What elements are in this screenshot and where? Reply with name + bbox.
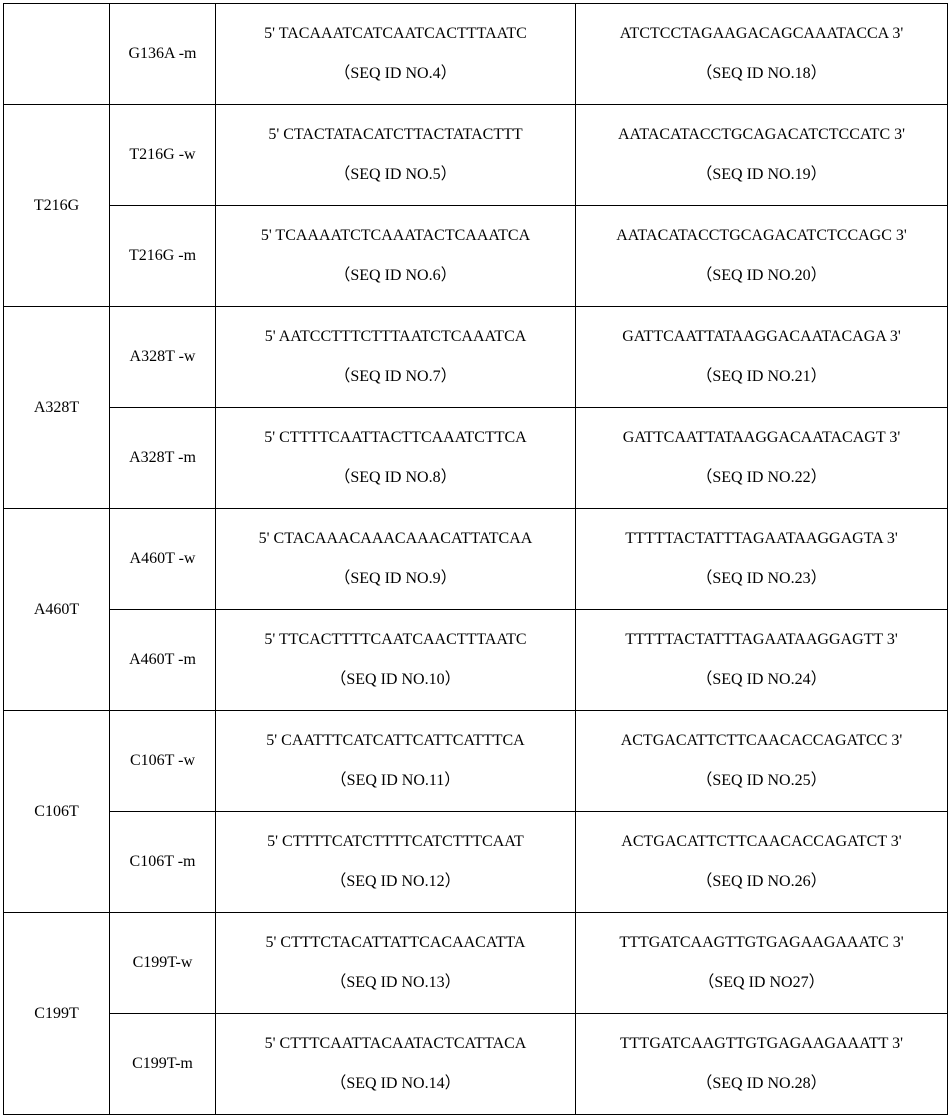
group-cell: A328T xyxy=(4,307,110,509)
group-cell: T216G xyxy=(4,105,110,307)
forward-primer-cell: 5' CTTTTCAATTACTTCAAATCTTCA（SEQ ID NO.8） xyxy=(216,408,576,509)
table-row: G136A -m5' TACAAATCATCAATCACTTTAATC（SEQ … xyxy=(4,4,948,105)
forward-primer-cell: 5' TTCACTTTTCAATCAACTTTAATC（SEQ ID NO.10… xyxy=(216,610,576,711)
table-row: T216G -m5' TCAAAATCTCAAATACTCAAATCA（SEQ … xyxy=(4,206,948,307)
reverse-seq-id: （SEQ ID NO.21） xyxy=(580,357,943,397)
reverse-primer-cell: ATCTCCTAGAAGACAGCAAATACCA 3'（SEQ ID NO.1… xyxy=(576,4,948,105)
reverse-seq-id: （SEQ ID NO.26） xyxy=(580,862,943,902)
forward-seq: 5' CTACAAACAAACAAACATTATCAA xyxy=(220,519,571,559)
reverse-seq-id: （SEQ ID NO.20） xyxy=(580,256,943,296)
variant-cell: C106T -m xyxy=(110,812,216,913)
reverse-seq-id: （SEQ ID NO.23） xyxy=(580,559,943,599)
group-cell: C106T xyxy=(4,711,110,913)
table-row: A460TA460T -w5' CTACAAACAAACAAACATTATCAA… xyxy=(4,509,948,610)
table-row: C106TC106T -w5' CAATTTCATCATTCATTCATTTCA… xyxy=(4,711,948,812)
table-row: T216GT216G -w5' CTACTATACATCTTACTATACTTT… xyxy=(4,105,948,206)
forward-primer-cell: 5' CTACTATACATCTTACTATACTTT（SEQ ID NO.5） xyxy=(216,105,576,206)
reverse-seq-id: （SEQ ID NO27） xyxy=(580,963,943,1003)
table-row: A328T -m5' CTTTTCAATTACTTCAAATCTTCA（SEQ … xyxy=(4,408,948,509)
reverse-primer-cell: TTTGATCAAGTTGTGAGAAGAAATT 3'（SEQ ID NO.2… xyxy=(576,1014,948,1115)
forward-seq: 5' CTTTTCAATTACTTCAAATCTTCA xyxy=(220,418,571,458)
forward-primer-cell: 5' CAATTTCATCATTCATTCATTTCA（SEQ ID NO.11… xyxy=(216,711,576,812)
table-row: C106T -m5' CTTTTCATCTTTTCATCTTTCAAT（SEQ … xyxy=(4,812,948,913)
reverse-seq: ATCTCCTAGAAGACAGCAAATACCA 3' xyxy=(580,14,943,54)
reverse-seq: ACTGACATTCTTCAACACCAGATCT 3' xyxy=(580,822,943,862)
group-cell: C199T xyxy=(4,913,110,1115)
forward-seq: 5' CTTTTCATCTTTTCATCTTTCAAT xyxy=(220,822,571,862)
reverse-seq: GATTCAATTATAAGGACAATACAGT 3' xyxy=(580,418,943,458)
reverse-seq: AATACATACCTGCAGACATCTCCAGC 3' xyxy=(580,216,943,256)
reverse-seq-id: （SEQ ID NO.28） xyxy=(580,1064,943,1104)
forward-seq-id: （SEQ ID NO.12） xyxy=(220,862,571,902)
forward-seq-id: （SEQ ID NO.8） xyxy=(220,458,571,498)
forward-seq: 5' CAATTTCATCATTCATTCATTTCA xyxy=(220,721,571,761)
forward-primer-cell: 5' AATCCTTTCTTTAATCTCAAATCA（SEQ ID NO.7） xyxy=(216,307,576,408)
reverse-primer-cell: TTTTTACTATTTAGAATAAGGAGTA 3'（SEQ ID NO.2… xyxy=(576,509,948,610)
forward-seq: 5' CTTTCAATTACAATACTCATTACA xyxy=(220,1024,571,1064)
forward-seq: 5' TACAAATCATCAATCACTTTAATC xyxy=(220,14,571,54)
reverse-primer-cell: GATTCAATTATAAGGACAATACAGA 3'（SEQ ID NO.2… xyxy=(576,307,948,408)
forward-seq: 5' TTCACTTTTCAATCAACTTTAATC xyxy=(220,620,571,660)
variant-cell: G136A -m xyxy=(110,4,216,105)
forward-seq-id: （SEQ ID NO.13） xyxy=(220,963,571,1003)
reverse-seq: ACTGACATTCTTCAACACCAGATCC 3' xyxy=(580,721,943,761)
reverse-primer-cell: TTTGATCAAGTTGTGAGAAGAAATC 3'（SEQ ID NO27… xyxy=(576,913,948,1014)
forward-primer-cell: 5' TACAAATCATCAATCACTTTAATC（SEQ ID NO.4） xyxy=(216,4,576,105)
reverse-seq: GATTCAATTATAAGGACAATACAGA 3' xyxy=(580,317,943,357)
reverse-primer-cell: AATACATACCTGCAGACATCTCCATC 3'（SEQ ID NO.… xyxy=(576,105,948,206)
variant-cell: A460T -w xyxy=(110,509,216,610)
table-row: A328TA328T -w5' AATCCTTTCTTTAATCTCAAATCA… xyxy=(4,307,948,408)
forward-seq-id: （SEQ ID NO.11） xyxy=(220,761,571,801)
forward-seq-id: （SEQ ID NO.10） xyxy=(220,660,571,700)
reverse-seq-id: （SEQ ID NO.19） xyxy=(580,155,943,195)
forward-primer-cell: 5' CTACAAACAAACAAACATTATCAA（SEQ ID NO.9） xyxy=(216,509,576,610)
variant-cell: A460T -m xyxy=(110,610,216,711)
forward-primer-cell: 5' CTTTCAATTACAATACTCATTACA（SEQ ID NO.14… xyxy=(216,1014,576,1115)
forward-seq-id: （SEQ ID NO.6） xyxy=(220,256,571,296)
forward-primer-cell: 5' CTTTCTACATTATTCACAACATTA（SEQ ID NO.13… xyxy=(216,913,576,1014)
variant-cell: A328T -m xyxy=(110,408,216,509)
forward-seq: 5' CTTTCTACATTATTCACAACATTA xyxy=(220,923,571,963)
table-row: C199T-m5' CTTTCAATTACAATACTCATTACA（SEQ I… xyxy=(4,1014,948,1115)
reverse-seq-id: （SEQ ID NO.18） xyxy=(580,54,943,94)
variant-cell: T216G -m xyxy=(110,206,216,307)
variant-cell: C199T-w xyxy=(110,913,216,1014)
forward-primer-cell: 5' CTTTTCATCTTTTCATCTTTCAAT（SEQ ID NO.12… xyxy=(216,812,576,913)
reverse-primer-cell: ACTGACATTCTTCAACACCAGATCT 3'（SEQ ID NO.2… xyxy=(576,812,948,913)
table-row: A460T -m5' TTCACTTTTCAATCAACTTTAATC（SEQ … xyxy=(4,610,948,711)
variant-cell: A328T -w xyxy=(110,307,216,408)
reverse-primer-cell: AATACATACCTGCAGACATCTCCAGC 3'（SEQ ID NO.… xyxy=(576,206,948,307)
reverse-seq: TTTGATCAAGTTGTGAGAAGAAATT 3' xyxy=(580,1024,943,1064)
variant-cell: C199T-m xyxy=(110,1014,216,1115)
primer-table: G136A -m5' TACAAATCATCAATCACTTTAATC（SEQ … xyxy=(3,3,948,1115)
forward-seq-id: （SEQ ID NO.9） xyxy=(220,559,571,599)
forward-seq-id: （SEQ ID NO.4） xyxy=(220,54,571,94)
forward-primer-cell: 5' TCAAAATCTCAAATACTCAAATCA（SEQ ID NO.6） xyxy=(216,206,576,307)
reverse-primer-cell: GATTCAATTATAAGGACAATACAGT 3'（SEQ ID NO.2… xyxy=(576,408,948,509)
forward-seq: 5' AATCCTTTCTTTAATCTCAAATCA xyxy=(220,317,571,357)
reverse-seq: AATACATACCTGCAGACATCTCCATC 3' xyxy=(580,115,943,155)
forward-seq-id: （SEQ ID NO.14） xyxy=(220,1064,571,1104)
reverse-seq: TTTTTACTATTTAGAATAAGGAGTA 3' xyxy=(580,519,943,559)
variant-cell: C106T -w xyxy=(110,711,216,812)
forward-seq-id: （SEQ ID NO.5） xyxy=(220,155,571,195)
reverse-seq-id: （SEQ ID NO.25） xyxy=(580,761,943,801)
reverse-primer-cell: ACTGACATTCTTCAACACCAGATCC 3'（SEQ ID NO.2… xyxy=(576,711,948,812)
group-cell: A460T xyxy=(4,509,110,711)
forward-seq: 5' TCAAAATCTCAAATACTCAAATCA xyxy=(220,216,571,256)
variant-cell: T216G -w xyxy=(110,105,216,206)
group-cell xyxy=(4,4,110,105)
reverse-seq-id: （SEQ ID NO.22） xyxy=(580,458,943,498)
reverse-seq: TTTTTACTATTTAGAATAAGGAGTT 3' xyxy=(580,620,943,660)
forward-seq-id: （SEQ ID NO.7） xyxy=(220,357,571,397)
reverse-seq: TTTGATCAAGTTGTGAGAAGAAATC 3' xyxy=(580,923,943,963)
forward-seq: 5' CTACTATACATCTTACTATACTTT xyxy=(220,115,571,155)
reverse-primer-cell: TTTTTACTATTTAGAATAAGGAGTT 3'（SEQ ID NO.2… xyxy=(576,610,948,711)
table-row: C199TC199T-w5' CTTTCTACATTATTCACAACATTA（… xyxy=(4,913,948,1014)
reverse-seq-id: （SEQ ID NO.24） xyxy=(580,660,943,700)
